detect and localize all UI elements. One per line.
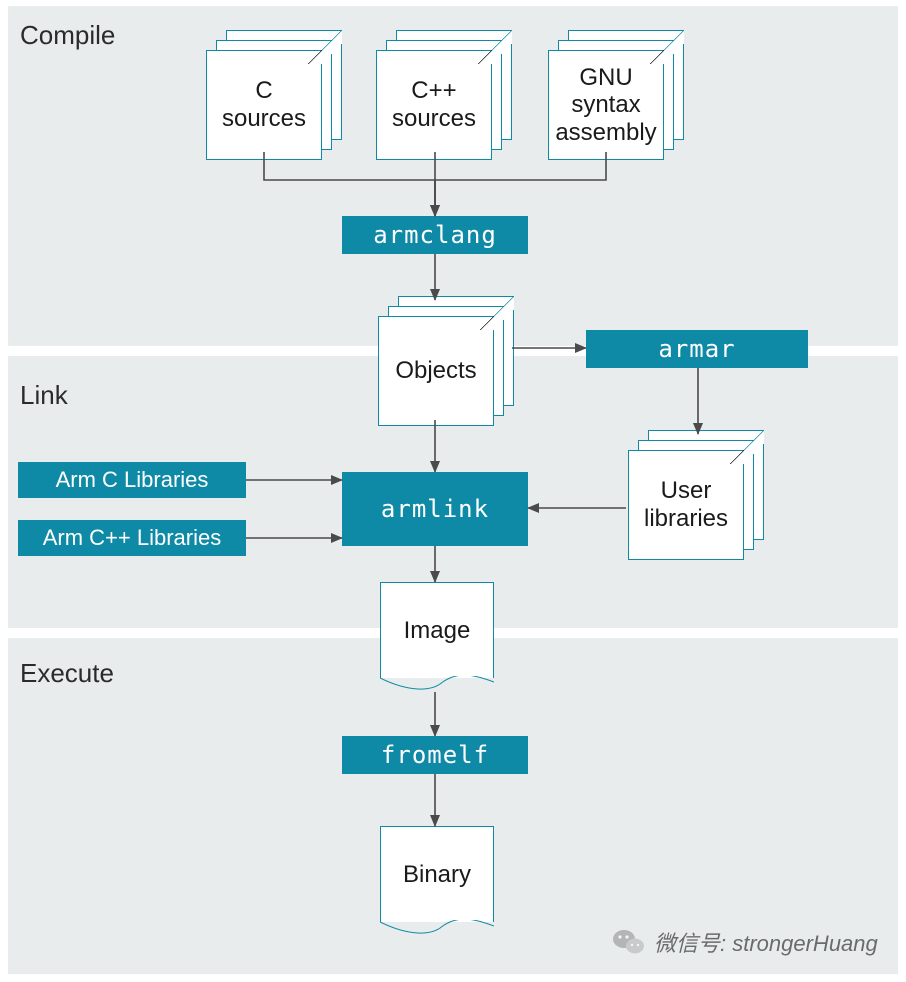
- doc-stack-cpp-sources: C++ sources: [376, 30, 512, 160]
- doc-front-objects: Objects: [378, 316, 494, 426]
- tool-armlink: armlink: [342, 472, 528, 546]
- lib-arm-cpp-lib: Arm C++ Libraries: [18, 520, 246, 556]
- watermark: 微信号: strongerHuang: [612, 926, 878, 958]
- doc-front-gnu-asm: GNU syntax assembly: [548, 50, 664, 160]
- section-label-link: Link: [20, 380, 68, 411]
- doc-stack-user-libs: User libraries: [628, 430, 764, 560]
- tool-armar: armar: [586, 330, 808, 368]
- watermark-text: 微信号: strongerHuang: [654, 926, 878, 958]
- tool-armclang: armclang: [342, 216, 528, 254]
- diagram-canvas: Compile Link Execute C sources C++ sources GN…: [0, 0, 906, 982]
- doc-stack-objects: Objects: [378, 296, 514, 426]
- doc-front-c-sources: C sources: [206, 50, 322, 160]
- tool-fromelf: fromelf: [342, 736, 528, 774]
- doc-image: Image: [380, 582, 494, 678]
- doc-stack-c-sources: C sources: [206, 30, 342, 160]
- doc-stack-gnu-asm: GNU syntax assembly: [548, 30, 684, 160]
- doc-front-user-libs: User libraries: [628, 450, 744, 560]
- doc-front-cpp-sources: C++ sources: [376, 50, 492, 160]
- doc-binary: Binary: [380, 826, 494, 922]
- section-label-execute: Execute: [20, 658, 114, 689]
- lib-arm-c-lib: Arm C Libraries: [18, 462, 246, 498]
- wechat-icon: [612, 927, 646, 957]
- section-label-compile: Compile: [20, 20, 115, 51]
